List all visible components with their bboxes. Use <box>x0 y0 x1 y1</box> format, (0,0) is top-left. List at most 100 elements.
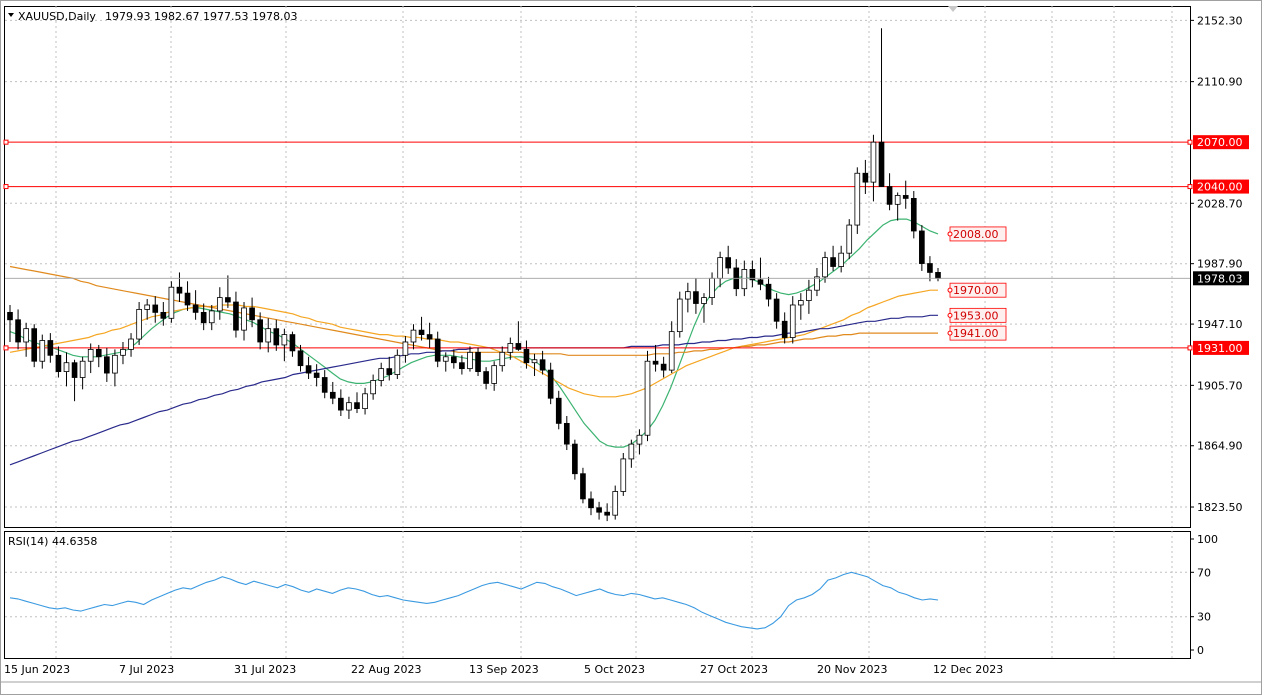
candle[interactable] <box>71 359 78 402</box>
candle[interactable] <box>515 321 522 351</box>
candle[interactable] <box>668 321 675 374</box>
candle[interactable] <box>451 349 457 369</box>
shift-marker-icon[interactable] <box>948 6 958 12</box>
candle[interactable] <box>773 293 780 329</box>
candle[interactable] <box>265 318 272 353</box>
candle[interactable] <box>354 392 360 414</box>
candle[interactable] <box>660 356 667 378</box>
candle[interactable] <box>523 340 530 369</box>
candle[interactable] <box>757 257 764 291</box>
candle[interactable] <box>273 319 280 351</box>
candle[interactable] <box>781 312 788 344</box>
candle[interactable] <box>507 337 514 360</box>
level-handle[interactable] <box>1187 184 1193 190</box>
candle[interactable] <box>580 467 586 504</box>
candle[interactable] <box>338 389 344 416</box>
candle[interactable] <box>539 350 546 375</box>
candle[interactable] <box>862 159 869 194</box>
candle[interactable] <box>394 349 401 379</box>
candle[interactable] <box>257 312 263 350</box>
candle[interactable] <box>160 302 167 326</box>
candle[interactable] <box>208 304 215 331</box>
candle[interactable] <box>289 331 296 357</box>
candle[interactable] <box>168 281 175 323</box>
candle[interactable] <box>402 336 409 363</box>
candle[interactable] <box>846 219 853 260</box>
candle[interactable] <box>120 341 126 365</box>
candle[interactable] <box>563 415 570 451</box>
candle[interactable] <box>297 344 304 372</box>
candle[interactable] <box>241 302 247 341</box>
candle[interactable] <box>104 347 110 382</box>
candle[interactable] <box>693 278 699 314</box>
candle[interactable] <box>305 356 312 379</box>
candle[interactable] <box>216 287 223 320</box>
candle[interactable] <box>200 303 207 331</box>
candle[interactable] <box>927 256 933 282</box>
candle[interactable] <box>765 276 772 307</box>
candle[interactable] <box>7 304 13 342</box>
candle[interactable] <box>370 374 376 400</box>
candle[interactable] <box>725 245 732 274</box>
candle[interactable] <box>870 134 877 202</box>
candle[interactable] <box>749 260 756 288</box>
candle[interactable] <box>531 353 538 377</box>
collapse-triangle-icon[interactable] <box>8 13 14 17</box>
candle[interactable] <box>281 328 288 362</box>
candle[interactable] <box>378 362 385 387</box>
candle[interactable] <box>806 279 812 314</box>
candle[interactable] <box>604 503 610 522</box>
candle[interactable] <box>910 191 917 239</box>
candle[interactable] <box>547 362 554 405</box>
candle[interactable] <box>620 452 627 496</box>
candle[interactable] <box>313 364 320 387</box>
candle[interactable] <box>467 346 473 372</box>
candle[interactable] <box>176 272 183 303</box>
candle[interactable] <box>55 346 62 378</box>
candle[interactable] <box>797 293 804 320</box>
candle[interactable] <box>418 316 425 341</box>
candle[interactable] <box>63 352 70 387</box>
candle[interactable] <box>652 344 659 372</box>
candle[interactable] <box>483 367 489 390</box>
candle[interactable] <box>95 344 102 368</box>
candle[interactable] <box>426 322 433 348</box>
candle[interactable] <box>386 356 393 381</box>
candle[interactable] <box>588 491 594 516</box>
candle[interactable] <box>144 299 151 320</box>
level-handle[interactable] <box>1187 139 1193 145</box>
candle[interactable] <box>87 343 94 374</box>
candle[interactable] <box>789 296 796 344</box>
candle[interactable] <box>39 334 46 369</box>
candle[interactable] <box>249 297 255 328</box>
candle[interactable] <box>112 349 118 387</box>
candle[interactable] <box>644 350 651 442</box>
candle[interactable] <box>233 291 239 338</box>
candle[interactable] <box>15 309 21 350</box>
candle[interactable] <box>459 355 465 375</box>
level-handle[interactable] <box>1187 345 1193 351</box>
candle[interactable] <box>886 173 893 211</box>
candle[interactable] <box>854 167 861 234</box>
candle[interactable] <box>902 180 909 209</box>
candle[interactable] <box>830 245 836 271</box>
candle[interactable] <box>23 322 29 357</box>
candle[interactable] <box>184 281 191 311</box>
candle[interactable] <box>321 370 328 399</box>
candle[interactable] <box>499 346 506 372</box>
candle[interactable] <box>192 290 199 320</box>
candle[interactable] <box>79 356 86 390</box>
level-handle[interactable] <box>3 345 9 351</box>
candle[interactable] <box>822 251 828 283</box>
candle[interactable] <box>572 439 578 480</box>
candle[interactable] <box>346 396 352 419</box>
candle[interactable] <box>31 324 38 368</box>
candle[interactable] <box>894 192 901 221</box>
candle[interactable] <box>410 324 417 350</box>
candle[interactable] <box>685 282 691 313</box>
candle[interactable] <box>878 28 885 187</box>
level-handle[interactable] <box>3 184 9 190</box>
candle[interactable] <box>838 245 844 273</box>
candle[interactable] <box>47 333 54 363</box>
